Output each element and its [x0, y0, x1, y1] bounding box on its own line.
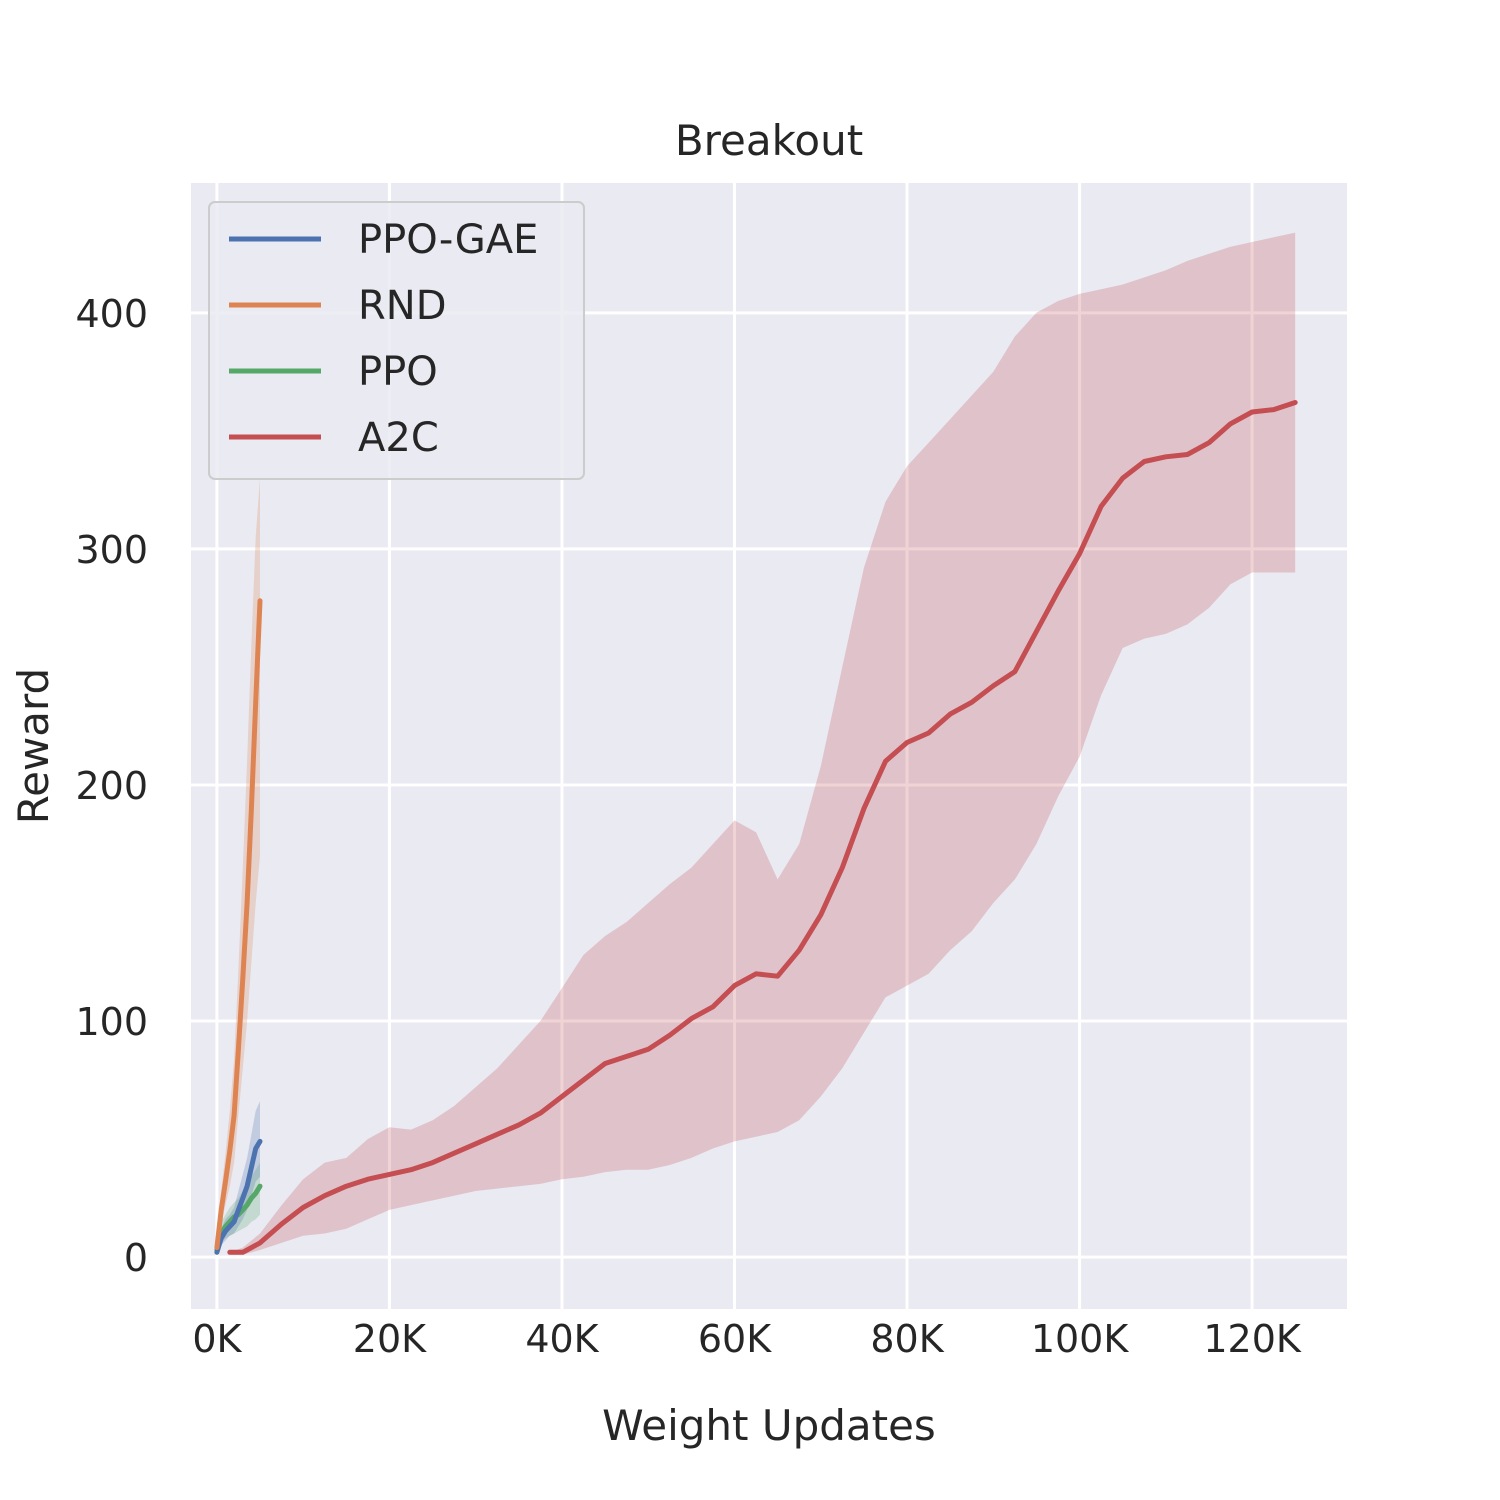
x-tick-label: 40K [525, 1317, 599, 1361]
legend-label: PPO [358, 349, 438, 395]
y-tick-labels: 0 100 200 300 400 [75, 292, 148, 1280]
x-tick-label: 0K [192, 1317, 242, 1361]
x-tick-label: 60K [698, 1317, 772, 1361]
chart-title: Breakout [675, 116, 863, 165]
x-tick-label: 80K [870, 1317, 944, 1361]
x-tick-label: 20K [353, 1317, 427, 1361]
band-a2c [229, 232, 1296, 1255]
y-axis-label: Reward [9, 668, 58, 824]
y-tick-label: 0 [124, 1236, 148, 1280]
legend: PPO-GAE RND PPO A2C [208, 201, 585, 480]
line-ppo-gae [214, 1138, 263, 1255]
x-tick-label: 100K [1031, 1317, 1130, 1361]
y-tick-label: 400 [75, 292, 148, 336]
x-axis-label: Weight Updates [602, 1401, 936, 1450]
y-tick-label: 300 [75, 528, 148, 572]
x-tick-labels: 0K 20K 40K 60K 80K 100K 120K [192, 1317, 1302, 1361]
series-lines [214, 400, 1298, 1255]
y-tick-label: 100 [75, 1000, 148, 1044]
line-a2c [227, 400, 1298, 1255]
y-tick-label: 200 [75, 764, 148, 808]
line-rnd [214, 598, 263, 1251]
band-rnd [216, 478, 260, 1253]
x-tick-label: 120K [1203, 1317, 1302, 1361]
legend-label: RND [358, 283, 447, 329]
legend-label: PPO-GAE [358, 217, 538, 263]
legend-box [208, 201, 585, 480]
legend-label: A2C [358, 415, 439, 461]
